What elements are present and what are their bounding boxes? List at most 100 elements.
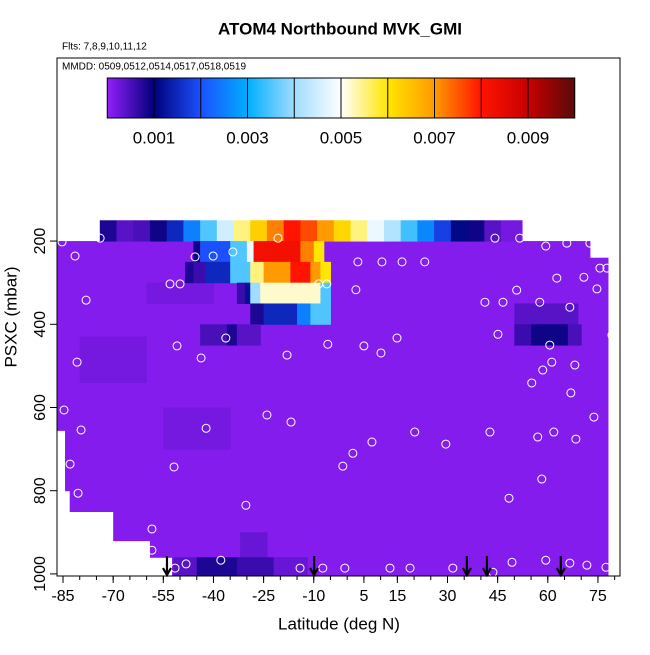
observation-point — [480, 297, 490, 307]
x-tick-label: 75 — [589, 588, 607, 605]
observation-point — [533, 432, 543, 442]
observation-point — [441, 439, 451, 449]
heat-cell — [193, 261, 206, 284]
observation-point — [181, 559, 191, 569]
heat-cell — [146, 282, 214, 304]
observation-point — [216, 555, 226, 565]
observation-point — [498, 297, 508, 307]
observation-point — [535, 297, 545, 307]
flight-arrow — [555, 556, 566, 578]
observation-point — [208, 251, 218, 261]
heat-cell — [567, 324, 582, 346]
observation-point — [322, 279, 332, 289]
heat-cell — [116, 220, 134, 242]
observation-point — [376, 348, 386, 358]
observation-point — [318, 563, 328, 573]
observation-point — [562, 238, 572, 248]
observation-point — [507, 557, 517, 567]
heat-cell — [163, 407, 231, 450]
heat-cell — [434, 220, 452, 242]
observation-point — [340, 563, 350, 573]
observation-point — [420, 257, 430, 267]
heat-cell — [250, 220, 268, 242]
observation-point — [538, 365, 548, 375]
heatmap — [57, 220, 609, 576]
heat-cell — [320, 261, 331, 284]
observation-point — [549, 427, 559, 437]
heat-cell — [500, 220, 523, 242]
heat-cell — [273, 557, 308, 576]
heat-cell — [290, 261, 311, 284]
observation-point — [353, 257, 363, 267]
heat-cell — [113, 241, 151, 542]
heat-cell — [263, 303, 298, 325]
observation-point — [385, 563, 395, 573]
heat-cell — [200, 220, 218, 242]
y-tick-label: 600 — [32, 394, 49, 421]
colorbar-tick-label: 0.007 — [413, 128, 456, 147]
heat-cell — [250, 261, 265, 284]
y-tick-label: 200 — [32, 228, 49, 255]
observation-point — [165, 279, 175, 289]
observation-point — [545, 340, 555, 350]
observation-point — [262, 410, 272, 420]
heat-cell — [166, 220, 184, 242]
heat-cell — [149, 220, 168, 242]
heat-cell — [253, 241, 301, 263]
heat-cell — [417, 220, 435, 242]
heat-cell — [350, 220, 368, 242]
observation-point — [607, 330, 617, 340]
observation-point — [95, 233, 105, 243]
observation-point — [241, 500, 251, 510]
x-axis-label: Latitude (deg N) — [278, 614, 400, 633]
observation-point — [273, 233, 283, 243]
heat-cell — [263, 261, 291, 284]
heat-cell — [589, 257, 609, 576]
observation-point — [169, 462, 179, 472]
heat-cell — [313, 241, 325, 263]
observation-point — [397, 257, 407, 267]
heat-cell — [283, 220, 301, 242]
observation-point — [359, 341, 369, 351]
observation-point — [485, 427, 495, 437]
heat-cell — [317, 220, 335, 242]
x-tick-label: -70 — [102, 588, 125, 605]
heat-cell — [200, 241, 231, 263]
heat-cell — [240, 532, 268, 558]
observation-point — [392, 333, 402, 343]
heat-cell — [484, 220, 502, 242]
heat-cell — [205, 261, 231, 284]
observation-point — [566, 388, 576, 398]
x-tick-label: -55 — [152, 588, 175, 605]
observation-point — [196, 353, 206, 363]
observation-point — [592, 284, 602, 294]
observation-point — [552, 273, 562, 283]
observation-point — [448, 563, 458, 573]
heat-cell — [333, 220, 352, 242]
observation-point — [541, 555, 551, 565]
observation-point — [76, 425, 86, 435]
observation-point — [72, 357, 82, 367]
observation-point — [338, 461, 348, 471]
observation-point — [410, 427, 420, 437]
heat-cell — [300, 220, 318, 242]
observation-point — [147, 545, 157, 555]
heat-cell — [57, 241, 66, 431]
observation-point — [73, 488, 83, 498]
heat-cell — [320, 282, 331, 304]
observation-point — [147, 524, 157, 534]
observation-point — [595, 263, 605, 273]
heat-cell — [310, 261, 321, 284]
heat-cell — [133, 220, 151, 242]
flight-arrow — [481, 556, 492, 578]
y-tick-label: 800 — [32, 477, 49, 504]
observation-point — [377, 257, 387, 267]
heat-cell — [250, 282, 261, 304]
heat-cell — [514, 324, 532, 346]
heat-cell — [236, 324, 261, 346]
flight-arrow — [309, 556, 320, 578]
heat-cell — [244, 282, 251, 304]
observation-point — [565, 302, 575, 312]
heat-cell — [79, 336, 148, 384]
observation-point — [537, 474, 547, 484]
